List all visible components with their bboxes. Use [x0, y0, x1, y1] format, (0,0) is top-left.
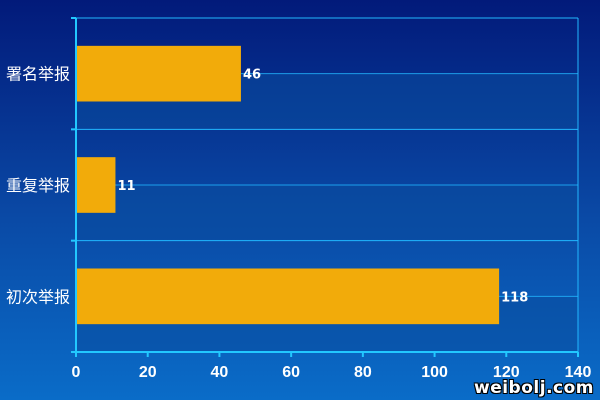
value-label: 11 [117, 179, 135, 194]
plot-band [76, 185, 578, 241]
category-label: 署名举报 [6, 65, 70, 84]
category-label: 初次举报 [6, 287, 70, 306]
x-tick-label: 80 [354, 364, 372, 381]
category-label: 重复举报 [6, 176, 70, 195]
x-tick-label: 20 [139, 364, 157, 381]
bar [77, 45, 241, 102]
x-tick-label: 120 [493, 364, 520, 381]
value-label: 46 [243, 68, 261, 83]
x-tick-label: 60 [282, 364, 300, 381]
bar [77, 268, 500, 325]
x-tick-label: 0 [72, 364, 81, 381]
bar [77, 157, 116, 213]
x-tick-label: 40 [211, 364, 229, 381]
watermark: weibolj.com [474, 378, 594, 398]
x-tick-label: 100 [421, 364, 448, 381]
x-tick-label: 140 [565, 364, 592, 381]
value-label: 118 [501, 290, 528, 305]
